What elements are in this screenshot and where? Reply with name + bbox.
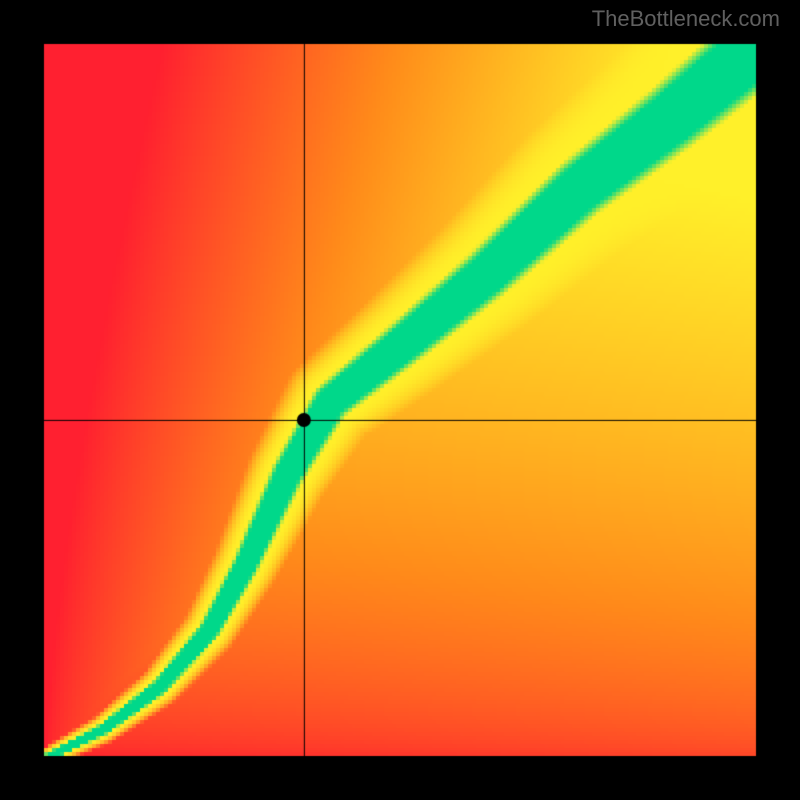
watermark-text: TheBottleneck.com [592,6,780,32]
heatmap-canvas [0,0,800,800]
chart-container: TheBottleneck.com [0,0,800,800]
